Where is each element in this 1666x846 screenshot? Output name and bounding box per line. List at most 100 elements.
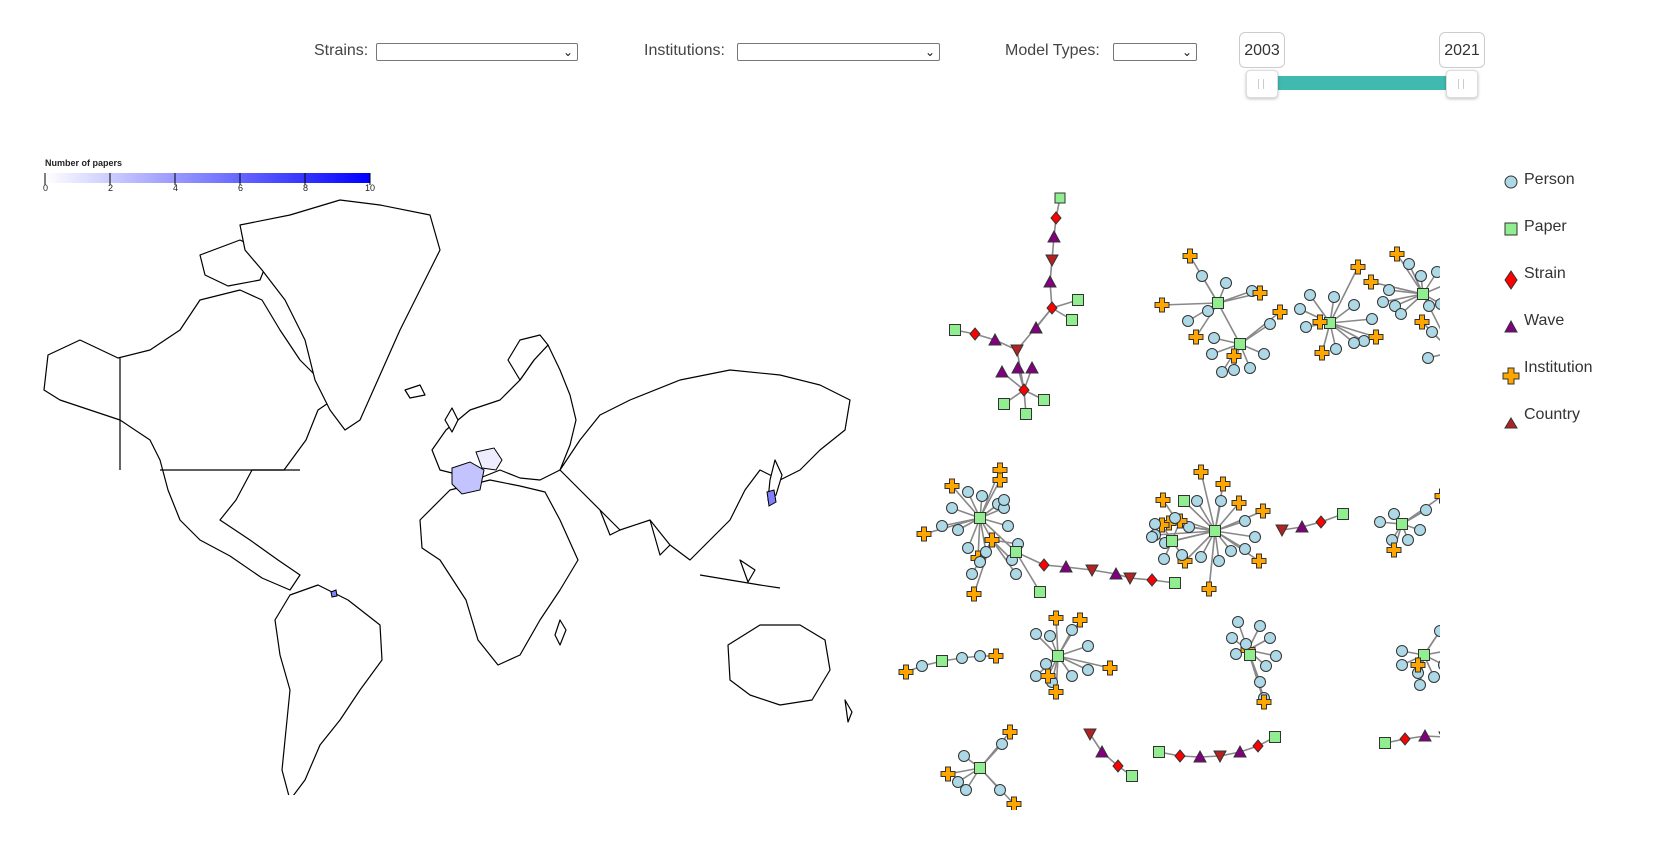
person-node[interactable]	[1206, 348, 1218, 360]
strain-node[interactable]	[1399, 732, 1411, 746]
person-node[interactable]	[1040, 658, 1052, 670]
institution-node[interactable]	[944, 478, 960, 494]
country-node[interactable]	[1438, 731, 1440, 743]
person-node[interactable]	[1082, 664, 1094, 676]
wave-node[interactable]	[1418, 728, 1432, 742]
wave-node[interactable]	[1059, 559, 1073, 573]
institution-node[interactable]	[1102, 660, 1118, 676]
person-node[interactable]	[960, 784, 972, 796]
institution-node[interactable]	[1256, 694, 1272, 710]
institution-node[interactable]	[898, 664, 914, 680]
wave-node[interactable]	[1029, 320, 1043, 334]
institution-node[interactable]	[1182, 248, 1198, 264]
paper-node[interactable]	[1052, 650, 1064, 662]
paper-node[interactable]	[1379, 737, 1391, 749]
wave-node[interactable]	[1233, 744, 1247, 758]
person-node[interactable]	[1431, 266, 1441, 278]
paper-node[interactable]	[998, 398, 1010, 410]
person-node[interactable]	[1215, 495, 1227, 507]
person-node[interactable]	[1191, 495, 1203, 507]
person-node[interactable]	[1010, 568, 1022, 580]
institution-node[interactable]	[1368, 329, 1384, 345]
person-node[interactable]	[980, 546, 992, 558]
person-node[interactable]	[1030, 670, 1042, 682]
person-node[interactable]	[1232, 616, 1244, 628]
institution-node[interactable]	[1048, 610, 1064, 626]
wave-node[interactable]	[1295, 519, 1309, 533]
paper-node[interactable]	[1418, 649, 1430, 661]
paper-node[interactable]	[1166, 535, 1178, 547]
person-node[interactable]	[1254, 676, 1266, 688]
person-node[interactable]	[1389, 300, 1401, 312]
strains-select[interactable]: ⌄	[376, 43, 578, 61]
person-node[interactable]	[1158, 553, 1170, 565]
person-node[interactable]	[1414, 679, 1426, 691]
wave-node[interactable]	[995, 364, 1009, 378]
person-node[interactable]	[1002, 520, 1014, 532]
institution-node[interactable]	[1155, 492, 1171, 508]
institution-node[interactable]	[1434, 488, 1440, 504]
person-node[interactable]	[1423, 300, 1435, 312]
person-node[interactable]	[1438, 660, 1441, 671]
person-node[interactable]	[946, 502, 958, 514]
person-node[interactable]	[1249, 531, 1261, 543]
person-node[interactable]	[1264, 632, 1276, 644]
person-node[interactable]	[1435, 298, 1441, 310]
paper-node[interactable]	[1212, 297, 1224, 309]
person-node[interactable]	[1183, 521, 1195, 533]
institution-node[interactable]	[1201, 581, 1217, 597]
institution-node[interactable]	[1252, 285, 1268, 301]
institution-node[interactable]	[1255, 503, 1271, 519]
person-node[interactable]	[1403, 258, 1415, 270]
institution-node[interactable]	[1226, 348, 1242, 364]
institution-node[interactable]	[1048, 684, 1064, 700]
person-node[interactable]	[1383, 284, 1395, 296]
institution-node[interactable]	[988, 648, 1004, 664]
strain-node[interactable]	[1315, 515, 1327, 529]
person-node[interactable]	[1304, 289, 1316, 301]
institution-node[interactable]	[992, 472, 1008, 488]
institution-node[interactable]	[1006, 796, 1022, 810]
paper-node[interactable]	[1178, 495, 1190, 507]
country-node[interactable]	[1123, 572, 1137, 586]
person-node[interactable]	[996, 738, 1008, 750]
paper-node[interactable]	[1126, 770, 1138, 782]
person-node[interactable]	[966, 568, 978, 580]
country-node[interactable]	[1085, 564, 1099, 578]
institutions-select[interactable]: ⌄	[737, 43, 940, 61]
person-node[interactable]	[1258, 348, 1270, 360]
person-node[interactable]	[994, 784, 1006, 796]
strain-node[interactable]	[1112, 759, 1124, 773]
institution-node[interactable]	[1193, 464, 1209, 480]
person-node[interactable]	[974, 650, 986, 662]
person-node[interactable]	[1420, 504, 1432, 516]
wave-node[interactable]	[1043, 274, 1057, 288]
person-node[interactable]	[1348, 337, 1360, 349]
person-node[interactable]	[1348, 299, 1360, 311]
year-range-track[interactable]	[1256, 76, 1456, 90]
person-node[interactable]	[1228, 364, 1240, 376]
institution-node[interactable]	[1414, 314, 1430, 330]
year-end-handle[interactable]	[1446, 70, 1478, 98]
person-node[interactable]	[1208, 332, 1220, 344]
person-node[interactable]	[1426, 326, 1438, 338]
network-graph[interactable]	[880, 180, 1440, 810]
person-node[interactable]	[952, 524, 964, 536]
strain-node[interactable]	[1146, 573, 1158, 587]
person-node[interactable]	[1239, 515, 1251, 527]
institution-node[interactable]	[1389, 246, 1405, 262]
person-node[interactable]	[1176, 549, 1188, 561]
person-node[interactable]	[1225, 545, 1237, 557]
institution-node[interactable]	[1312, 314, 1328, 330]
person-node[interactable]	[1396, 645, 1408, 657]
strain-node[interactable]	[1174, 749, 1186, 763]
wave-node[interactable]	[1109, 566, 1123, 580]
person-node[interactable]	[1428, 671, 1440, 683]
paper-node[interactable]	[1034, 586, 1046, 598]
institution-node[interactable]	[966, 586, 982, 602]
strain-node[interactable]	[1018, 383, 1030, 397]
country-node[interactable]	[1045, 254, 1059, 268]
person-node[interactable]	[1328, 291, 1340, 303]
institution-node[interactable]	[1363, 274, 1379, 290]
person-node[interactable]	[1182, 315, 1194, 327]
